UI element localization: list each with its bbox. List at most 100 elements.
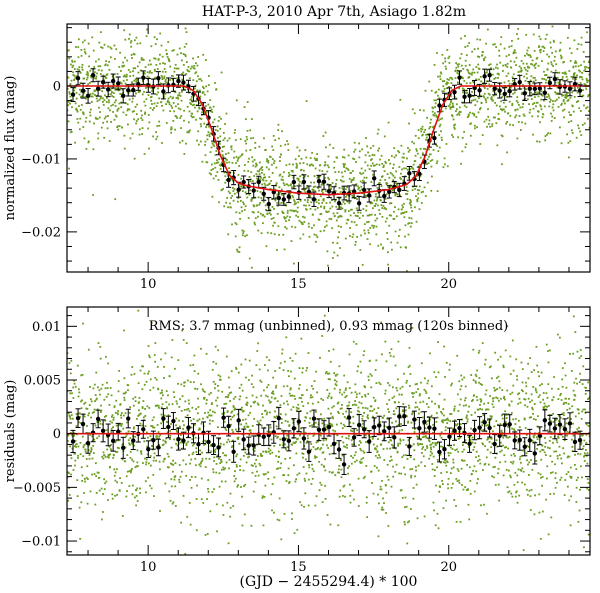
data-point [500,36,503,39]
data-point [436,459,439,461]
data-point [77,454,79,457]
data-point [67,101,70,103]
data-point [215,471,218,474]
data-point [158,97,161,100]
data-point [75,97,78,100]
data-point [389,354,392,357]
data-point [358,410,361,413]
data-point [334,200,336,203]
data-point [386,475,389,478]
data-point [276,204,279,207]
data-point [336,402,339,405]
data-point [266,411,269,414]
data-point [518,115,521,117]
data-point [229,202,231,205]
data-point [164,70,167,73]
data-point [252,204,255,207]
data-point [165,49,168,52]
data-point [141,119,144,121]
data-point [317,446,319,449]
data-point [139,487,141,490]
data-point [417,388,419,391]
data-point [508,53,510,56]
data-point [302,453,305,455]
data-point [185,474,188,477]
data-point [415,469,417,472]
data-point [330,423,333,426]
data-point [552,65,554,67]
data-point [495,66,497,69]
data-point [282,201,285,204]
data-point [515,99,518,102]
data-point [270,493,273,496]
data-point [416,200,419,203]
data-point [255,164,258,167]
data-point [444,461,447,464]
data-point [247,217,250,219]
data-point [516,108,519,111]
data-point [340,422,343,425]
data-point [75,425,78,427]
data-point [187,121,190,124]
data-point [165,437,168,440]
data-point [80,400,82,403]
data-point [367,231,370,234]
data-point [452,106,455,109]
data-point [105,414,108,417]
data-point [170,127,173,130]
data-point [161,55,164,58]
data-point [195,408,197,410]
data-point [403,156,405,159]
data-point [413,458,416,461]
data-point [303,505,305,508]
data-point [166,431,169,434]
data-point [166,407,169,410]
data-point [355,343,358,345]
data-point [160,358,162,361]
data-point [527,66,530,69]
data-point [141,133,143,135]
binned-point [472,85,477,91]
data-point [404,409,407,412]
data-point [464,35,466,37]
data-point [397,340,400,343]
data-point [103,478,106,481]
data-point [102,103,105,106]
data-point [151,419,154,422]
data-point [170,423,172,425]
data-point [78,388,80,391]
data-point [283,402,285,405]
data-point [241,410,244,413]
data-point [442,461,445,464]
data-point [429,418,432,421]
data-point [411,411,414,414]
data-point [363,451,366,454]
data-point [71,392,73,395]
data-point [253,449,256,452]
data-point [173,476,176,478]
data-point [194,387,196,390]
data-point [357,406,360,409]
data-point [245,193,248,196]
data-point [123,396,126,399]
data-point [113,405,116,408]
data-point [259,212,262,215]
data-point [431,400,433,403]
data-point [70,359,73,362]
data-point [313,433,316,436]
data-point [218,378,221,381]
data-point [444,65,447,68]
data-point [440,72,443,75]
data-point [495,46,498,48]
data-point [217,426,219,429]
data-point [141,127,144,129]
data-point [320,413,322,416]
data-point [169,462,172,465]
data-point [169,65,172,68]
data-point [210,132,212,135]
data-point [353,221,356,224]
data-point [386,217,388,220]
data-point [255,364,258,367]
binned-point [487,73,492,78]
data-point [179,108,182,111]
